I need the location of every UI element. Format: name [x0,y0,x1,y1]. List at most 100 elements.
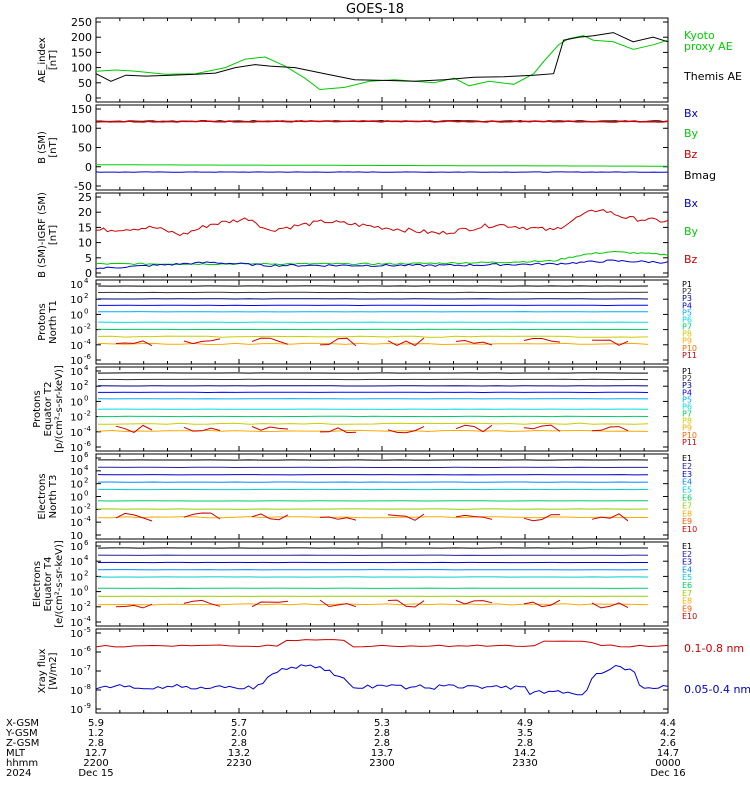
legend-0-1-0-8-nm: 0.1-0.8 nm [684,642,744,655]
channel-p10: P10 [682,344,697,353]
axis-cell: 2230 [226,758,251,769]
axis-cell: 2.8 [231,738,247,749]
e-north-low-channel-segment [183,512,221,520]
y-tick-label: 10 [70,341,83,352]
channel-e6: E6 [682,494,692,503]
y-tick-label: 10 [78,237,92,250]
trace-bz-diff [95,209,669,237]
y-tick-exponent: 2 [84,379,88,387]
y-tick-label: 10 [70,667,83,678]
channel-e1: E1 [682,542,692,551]
y-tick-label: 5 [85,252,92,265]
y-tick-label: 10 [70,356,83,367]
legend-by: By [684,127,699,140]
p-equator-low-channel-segment [183,426,221,432]
y-tick-label: 100 [71,62,92,75]
channel-e3: E3 [682,470,692,479]
p-equator-channel-trace [98,422,649,425]
axis-cell: 4.2 [660,728,676,739]
axis-cell: 5.9 [88,718,104,729]
channel-e6: E6 [682,581,692,590]
y-tick-label: 10 [70,588,83,599]
channel-e8: E8 [682,597,692,606]
axis-cell: 2.8 [374,728,390,739]
y-axis-title: [p/(cm²-s-sr-keV)] [54,365,65,453]
channel-e1: E1 [682,454,692,463]
channel-p2: P2 [682,287,692,296]
channel-p10: P10 [682,431,697,440]
y-tick-label: 150 [71,103,92,116]
channel-p8: P8 [682,417,692,426]
y-tick-label: 10 [70,686,83,697]
axis-row-label: X-GSM [6,718,39,729]
y-axis-title: Protons [37,303,48,340]
channel-e2: E2 [682,462,692,471]
y-axis-title: Equator T2 [43,382,54,437]
legend-0-05-0-4-nm: 0.05-0.4 nm [684,683,750,696]
bottom-axis-table: X-GSMY-GSMZ-GSMMLThhmm20245.91.22.812.72… [5,718,686,779]
y-tick-label: 10 [70,705,83,716]
y-tick-exponent: 4 [84,364,89,372]
trace-themis-ae [95,32,669,82]
axis-cell: Dec 16 [650,768,685,779]
trace-xray-short [95,664,669,696]
channel-p3: P3 [682,294,692,303]
e-north-low-channel-segment [251,513,289,521]
channel-p4: P4 [682,301,692,310]
legend-proxy-ae: proxy AE [684,40,733,53]
y-tick-exponent: -4 [84,515,92,523]
p-equator-low-channel-segment [319,427,357,434]
y-axis-title: [nT] [48,50,59,70]
y-tick-exponent: 2 [84,569,88,577]
y-tick-label: 10 [70,295,83,306]
y-tick-label: 10 [70,310,83,321]
trace-by [95,164,668,167]
e-equator-low-channel-segment [183,599,221,607]
y-tick-label: 10 [70,413,83,424]
panel-frame-bsm [95,104,669,191]
p-north-low-channel-segment [455,339,493,346]
y-tick-exponent: 0 [84,394,88,402]
p-north-channel-trace [97,335,649,338]
channel-p11: P11 [682,351,697,360]
p-equator-low-channel-segment [251,426,289,431]
p-north-low-channel-segment [387,337,425,347]
axis-row-label: Y-GSM [5,728,38,739]
channel-p2: P2 [682,374,692,383]
y-tick-label: 10 [70,480,83,491]
p-equator-low-channel-segment [455,424,493,433]
y-tick-exponent: -2 [84,410,91,418]
axis-cell: 13.7 [371,748,393,759]
channel-e3: E3 [682,558,692,567]
y-tick-label: 0 [85,92,92,105]
y-axis-title: North T3 [48,475,59,519]
e-equator-low-channel-segment [115,603,153,609]
p-north-low-channel-segment [115,340,153,347]
channel-e10: E10 [682,525,697,534]
p-equator-channel-trace [97,429,649,433]
axis-cell: 0000 [655,758,680,769]
legend-bmag: Bmag [684,169,716,182]
p-north-low-channel-segment [251,337,289,345]
p-equator-low-channel-segment [591,426,629,432]
y-tick-exponent: -2 [84,323,91,331]
p-north-low-channel-segment [523,338,561,343]
y-tick-exponent: -6 [84,353,92,361]
legend-themis-ae: Themis AE [683,70,742,83]
y-tick-label: 50 [78,142,92,155]
y-tick-exponent: 6 [84,539,89,547]
y-tick-exponent: -2 [84,600,91,608]
trace-xray-long [95,639,669,648]
channel-e7: E7 [682,501,692,510]
channel-p5: P5 [682,395,692,404]
y-tick-label: 10 [70,629,83,640]
channel-p1: P1 [682,280,692,289]
channel-p8: P8 [682,330,692,339]
e-equator-low-channel-segment [523,599,561,608]
y-tick-label: 50 [78,77,92,90]
axis-cell: 2300 [369,758,394,769]
axis-row-label: hhmm [6,758,38,769]
p-north-channel-trace [97,342,649,346]
p-equator-low-channel-segment [387,426,425,434]
axis-cell: 2.0 [231,728,247,739]
